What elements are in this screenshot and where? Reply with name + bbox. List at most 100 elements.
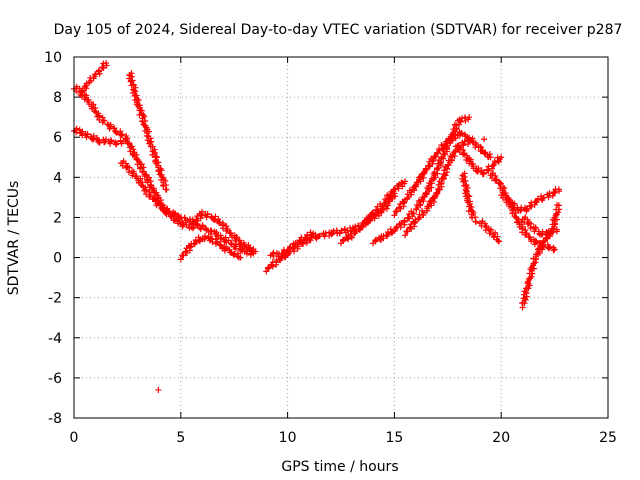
series-arc-16	[476, 218, 503, 245]
y-tick-label: -8	[48, 411, 62, 427]
data-point	[487, 154, 494, 161]
y-tick-label: -4	[48, 331, 62, 347]
series-arc-15	[459, 170, 479, 225]
x-tick-label: 25	[599, 430, 617, 446]
data-point	[466, 114, 473, 121]
data-point-run	[390, 179, 408, 194]
data-point	[162, 186, 169, 193]
data-point-run	[422, 166, 441, 198]
data-point-run	[443, 131, 461, 145]
data-point-run	[462, 188, 476, 215]
data-point	[481, 136, 488, 143]
data-point-run	[380, 226, 396, 242]
y-tick-label: 10	[44, 50, 62, 66]
y-tick-label: -2	[48, 291, 62, 307]
data-point-run	[433, 163, 451, 197]
x-tick-label: 15	[385, 430, 403, 446]
series-arc-6	[177, 232, 244, 263]
data-point-run	[238, 245, 256, 258]
y-tick-label: 8	[53, 90, 62, 106]
series-arc-18	[498, 186, 563, 215]
x-axis-label: GPS time / hours	[281, 459, 398, 475]
data-point-run	[96, 113, 111, 128]
data-point-run	[143, 187, 157, 203]
series-arc-20	[519, 214, 560, 239]
data-point-run	[454, 137, 472, 149]
data-point	[252, 248, 259, 255]
data-point-run	[477, 144, 493, 160]
y-tick-label: 6	[53, 130, 62, 146]
data-point-run	[125, 164, 141, 182]
series-isolated	[155, 136, 488, 393]
data-point	[402, 178, 409, 185]
data-point	[555, 186, 562, 193]
data-point-run	[129, 150, 145, 172]
data-point-run	[105, 121, 119, 135]
data-point-run	[480, 163, 496, 178]
x-tick-label: 10	[279, 430, 297, 446]
data-point-run	[348, 222, 364, 240]
data-point	[310, 230, 317, 237]
x-tick-label: 5	[176, 430, 185, 446]
series-arc-13	[402, 137, 473, 239]
data-point-run	[159, 205, 176, 218]
x-tick-label: 20	[492, 430, 510, 446]
series-arc-14	[455, 144, 505, 178]
data-point-run	[490, 154, 503, 169]
data-point-run	[482, 222, 494, 237]
x-tick-label: 0	[70, 430, 79, 446]
data-point-run	[401, 182, 419, 205]
series-arc-7	[188, 208, 259, 255]
y-axis-label: SDTVAR / TECUs	[6, 181, 22, 296]
series-arc-5	[117, 158, 257, 258]
data-point	[472, 218, 479, 225]
data-point-run	[540, 190, 556, 202]
data-point-run	[144, 133, 160, 160]
chart-title: Day 105 of 2024, Sidereal Day-to-day VTE…	[54, 22, 623, 38]
data-point-run	[509, 205, 526, 231]
data-point-run	[139, 164, 155, 189]
data-point-run	[412, 207, 431, 225]
data-point-run	[223, 237, 244, 253]
series-arc-9	[267, 229, 317, 260]
y-tick-label: -6	[48, 371, 62, 387]
data-point-run	[209, 235, 226, 252]
data-point-run	[177, 242, 194, 263]
data-point-run	[338, 232, 355, 247]
series-arc-10	[338, 178, 409, 247]
data-point-run	[96, 136, 109, 146]
data-point-run	[463, 152, 480, 172]
y-tick-label: 2	[53, 210, 62, 226]
data-point-run	[519, 280, 533, 311]
data-point-run	[422, 149, 441, 173]
data-layer	[71, 60, 563, 393]
data-point-run	[131, 92, 147, 119]
data-point	[496, 238, 503, 245]
data-point	[551, 246, 558, 253]
data-point-run	[155, 166, 170, 193]
data-point	[103, 60, 110, 67]
data-point-run	[533, 193, 546, 206]
data-point	[498, 154, 505, 161]
data-point	[120, 138, 127, 145]
data-point	[237, 254, 244, 261]
data-point	[466, 138, 473, 145]
data-point-run	[302, 229, 315, 242]
series-arc-3	[77, 60, 110, 98]
data-point	[155, 386, 162, 393]
data-point-run	[402, 218, 418, 239]
data-point-run	[456, 114, 472, 125]
data-point-run	[88, 132, 102, 145]
data-point-run	[369, 201, 386, 218]
plot-frame	[73, 56, 609, 419]
y-tick-label: 0	[53, 251, 62, 267]
data-point-run	[197, 223, 218, 238]
data-point-run	[401, 206, 420, 226]
data-point-run	[152, 198, 166, 213]
series-arc-2	[71, 125, 127, 148]
series-arc-11	[370, 114, 473, 247]
data-point-run	[187, 234, 204, 250]
series-arc-4	[126, 70, 170, 193]
data-point	[555, 202, 562, 209]
